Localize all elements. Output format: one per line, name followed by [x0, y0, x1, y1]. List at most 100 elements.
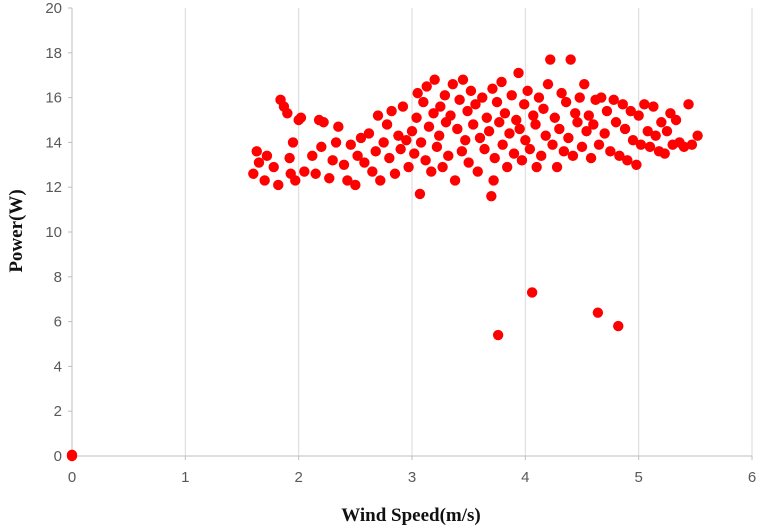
data-point	[468, 119, 479, 130]
y-tick-label: 4	[54, 358, 62, 375]
data-point	[287, 137, 299, 148]
data-point	[504, 128, 515, 139]
y-tick-label: 0	[54, 448, 62, 465]
data-point	[570, 108, 581, 119]
data-point	[614, 150, 625, 162]
data-point	[284, 152, 295, 164]
data-point	[327, 155, 338, 166]
data-point	[524, 143, 536, 155]
data-point	[412, 87, 423, 99]
data-point	[393, 130, 404, 141]
data-point	[367, 166, 378, 177]
data-point	[423, 121, 435, 132]
data-point	[415, 137, 427, 148]
data-point	[610, 117, 622, 128]
data-point	[470, 99, 481, 110]
data-point	[352, 150, 363, 162]
x-tick-label: 1	[181, 469, 189, 486]
data-point	[426, 166, 437, 177]
data-point	[421, 81, 432, 92]
data-point	[370, 146, 381, 157]
data-point	[549, 112, 560, 123]
data-point	[692, 130, 703, 141]
y-tick-label: 12	[45, 179, 62, 196]
data-point	[551, 161, 563, 173]
data-point	[411, 112, 422, 123]
data-point	[330, 137, 342, 148]
data-point	[497, 139, 508, 150]
data-point	[486, 190, 497, 202]
data-point	[678, 141, 690, 153]
data-point	[526, 287, 538, 298]
data-point	[375, 175, 386, 186]
data-point	[454, 94, 465, 106]
data-point	[359, 157, 370, 168]
data-point	[558, 146, 570, 157]
data-point	[579, 78, 590, 90]
data-point	[395, 143, 406, 155]
data-point	[556, 87, 567, 99]
x-tick-label: 4	[521, 469, 529, 486]
y-tick-label: 16	[45, 90, 62, 107]
data-point	[282, 108, 293, 119]
data-point	[617, 99, 628, 110]
y-tick-label: 14	[45, 134, 62, 151]
y-tick-label: 10	[45, 224, 62, 241]
data-point	[601, 105, 613, 117]
data-point	[251, 146, 262, 157]
data-point	[502, 161, 513, 173]
data-point	[447, 78, 458, 90]
data-point	[483, 126, 495, 137]
x-tick-label: 0	[68, 469, 76, 486]
data-point	[342, 175, 353, 186]
y-axis-title: Power(W)	[6, 189, 27, 272]
data-point	[519, 99, 530, 110]
y-tick-label: 8	[54, 269, 62, 286]
data-point	[545, 54, 556, 65]
data-point	[384, 152, 395, 164]
data-point	[576, 141, 588, 153]
data-point	[457, 74, 469, 85]
data-point	[389, 168, 401, 179]
x-tick-label: 3	[408, 469, 416, 486]
data-point	[625, 105, 636, 117]
data-point	[489, 152, 500, 164]
data-point	[608, 94, 619, 106]
data-point	[409, 148, 420, 159]
data-point	[418, 96, 429, 108]
data-point	[686, 139, 698, 150]
data-point	[472, 166, 483, 177]
data-point	[443, 150, 454, 162]
data-point	[462, 105, 473, 117]
data-point	[496, 76, 507, 88]
x-tick-label: 2	[294, 469, 302, 486]
data-point	[66, 449, 78, 461]
data-point	[522, 85, 533, 97]
data-point	[642, 126, 653, 137]
data-point	[567, 150, 579, 162]
data-point	[420, 155, 431, 166]
data-point	[345, 139, 356, 150]
data-point	[513, 67, 524, 79]
data-point	[531, 161, 542, 173]
data-point	[574, 92, 585, 103]
data-point	[488, 175, 499, 186]
data-point	[596, 92, 607, 103]
data-point	[299, 166, 310, 177]
data-point	[494, 117, 505, 128]
data-point	[338, 159, 350, 170]
data-point	[372, 110, 384, 121]
x-tick-label: 6	[748, 469, 756, 486]
data-point	[554, 123, 565, 135]
data-point	[530, 119, 541, 130]
y-tick-label: 2	[54, 403, 62, 420]
data-point	[324, 173, 335, 184]
data-point	[565, 54, 576, 65]
data-point	[386, 105, 397, 117]
data-point	[670, 114, 682, 126]
data-point	[474, 132, 486, 144]
data-point	[506, 90, 517, 101]
data-point	[397, 101, 409, 112]
